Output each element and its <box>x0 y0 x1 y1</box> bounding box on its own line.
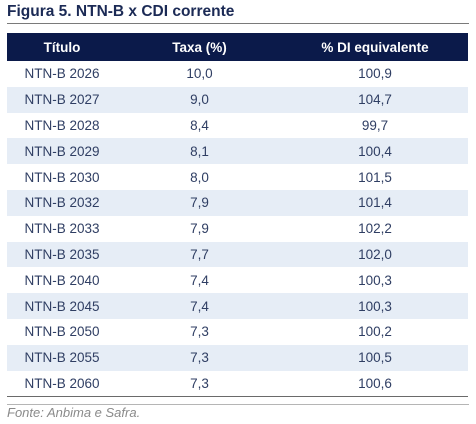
source-note: Fonte: Anbima e Safra. <box>7 405 141 420</box>
table-body: NTN-B 2026 10,0 100,9 NTN-B 2027 9,0 104,7 NTN… <box>7 61 468 398</box>
cell-taxa: 7,3 <box>117 318 282 345</box>
cell-titulo: NTN-B 2033 <box>7 215 117 242</box>
header-taxa: Taxa (%) <box>117 33 282 61</box>
figure-title: Figura 5. NTN-B x CDI corrente <box>7 3 235 20</box>
cell-titulo: NTN-B 2040 <box>7 267 117 294</box>
table-row: NTN-B 2030 8,0 101,5 <box>7 164 468 190</box>
cell-di-equivalente: 100,2 <box>282 318 468 345</box>
header-di-equivalente: % DI equivalente <box>282 33 468 61</box>
cell-di-equivalente: 100,5 <box>282 344 468 371</box>
cell-taxa: 8,4 <box>117 112 282 139</box>
table-row: NTN-B 2045 7,4 100,3 <box>7 293 468 319</box>
cell-titulo: NTN-B 2026 <box>7 61 117 87</box>
table-row: NTN-B 2033 7,9 102,2 <box>7 215 468 242</box>
table-row: NTN-B 2028 8,4 99,7 <box>7 112 468 139</box>
cell-di-equivalente: 100,6 <box>282 370 468 398</box>
cell-titulo: NTN-B 2060 <box>7 370 117 398</box>
table-row: NTN-B 2027 9,0 104,7 <box>7 86 468 113</box>
cell-taxa: 8,0 <box>117 164 282 190</box>
cell-di-equivalente: 102,2 <box>282 215 468 242</box>
table-row: NTN-B 2032 7,9 101,4 <box>7 189 468 216</box>
cell-taxa: 7,7 <box>117 241 282 268</box>
table-row: NTN-B 2040 7,4 100,3 <box>7 267 468 294</box>
cell-taxa: 7,3 <box>117 344 282 371</box>
cell-taxa: 7,4 <box>117 267 282 294</box>
cell-taxa: 7,9 <box>117 189 282 216</box>
cell-di-equivalente: 101,5 <box>282 164 468 190</box>
cell-titulo: NTN-B 2050 <box>7 318 117 345</box>
title-divider <box>7 23 469 24</box>
cell-titulo: NTN-B 2045 <box>7 293 117 319</box>
cell-di-equivalente: 101,4 <box>282 189 468 216</box>
cell-di-equivalente: 99,7 <box>282 112 468 139</box>
cell-titulo: NTN-B 2030 <box>7 164 117 190</box>
table-row: NTN-B 2035 7,7 102,0 <box>7 241 468 268</box>
table-row: NTN-B 2055 7,3 100,5 <box>7 344 468 371</box>
cell-titulo: NTN-B 2032 <box>7 189 117 216</box>
cell-taxa: 7,4 <box>117 293 282 319</box>
cell-titulo: NTN-B 2029 <box>7 138 117 165</box>
cell-taxa: 8,1 <box>117 138 282 165</box>
cell-taxa: 10,0 <box>117 61 282 87</box>
cell-di-equivalente: 100,9 <box>282 61 468 87</box>
cell-di-equivalente: 100,3 <box>282 293 468 319</box>
cell-titulo: NTN-B 2027 <box>7 86 117 113</box>
cell-titulo: NTN-B 2028 <box>7 112 117 139</box>
cell-di-equivalente: 104,7 <box>282 86 468 113</box>
cell-taxa: 7,9 <box>117 215 282 242</box>
cell-titulo: NTN-B 2055 <box>7 344 117 371</box>
rates-table: Título Taxa (%) % DI equivalente NTN-B 2… <box>7 33 468 398</box>
cell-di-equivalente: 102,0 <box>282 241 468 268</box>
table-row: NTN-B 2050 7,3 100,2 <box>7 318 468 345</box>
table-header-row: Título Taxa (%) % DI equivalente <box>7 33 468 61</box>
table-row: NTN-B 2026 10,0 100,9 <box>7 61 468 87</box>
cell-di-equivalente: 100,3 <box>282 267 468 294</box>
cell-taxa: 7,3 <box>117 370 282 398</box>
cell-titulo: NTN-B 2035 <box>7 241 117 268</box>
cell-taxa: 9,0 <box>117 86 282 113</box>
header-titulo: Título <box>7 33 117 61</box>
table-row: NTN-B 2060 7,3 100,6 <box>7 370 468 398</box>
table-row: NTN-B 2029 8,1 100,4 <box>7 138 468 165</box>
source-divider <box>7 404 469 405</box>
cell-di-equivalente: 100,4 <box>282 138 468 165</box>
